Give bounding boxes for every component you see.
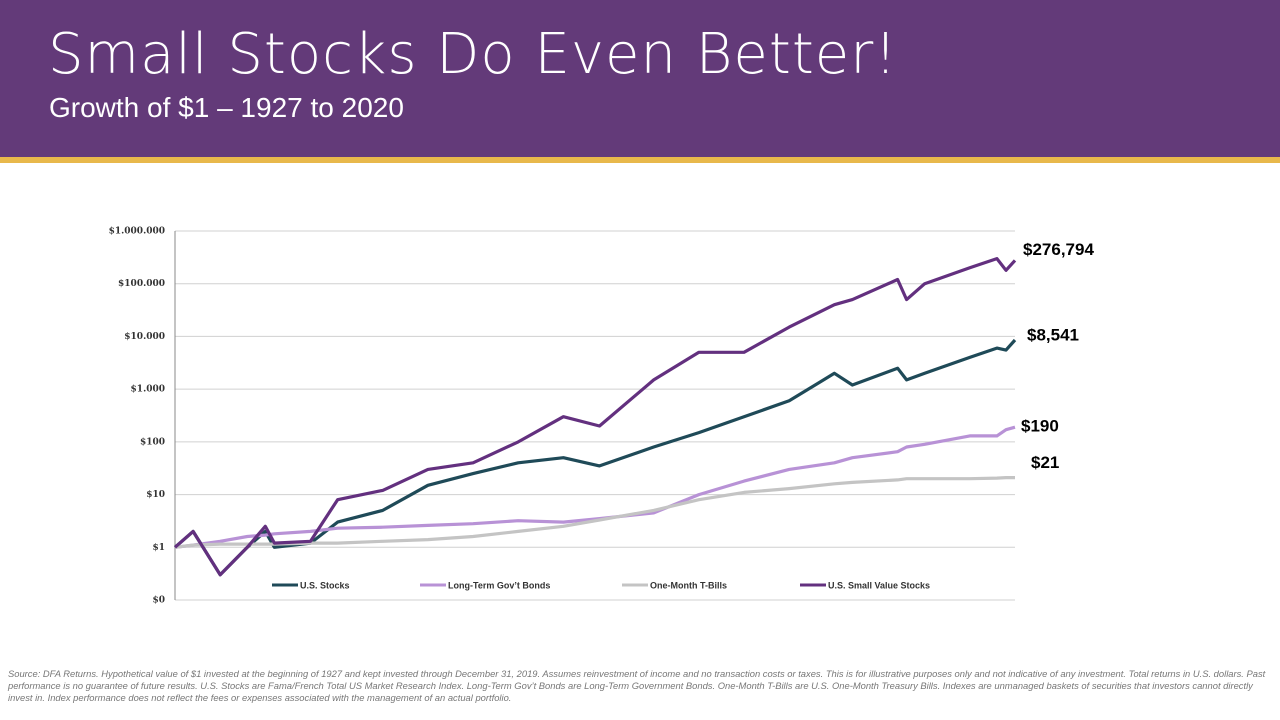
y-tick-label: $100 xyxy=(140,437,165,447)
legend-label: One-Month T-Bills xyxy=(650,580,727,590)
chart: $0 $1 $10 $100 $1.000 $10.000 $100.000 $1.000.0… xyxy=(109,227,1095,606)
end-value-label: $276,794 xyxy=(1023,240,1094,259)
y-tick-label: $100.000 xyxy=(118,279,165,289)
y-tick-label: $0 xyxy=(152,596,165,606)
footnote: Source: DFA Returns. Hypothetical value … xyxy=(8,668,1266,703)
y-tick-label: $1.000 xyxy=(131,385,165,395)
series-line xyxy=(173,338,1017,577)
series-line xyxy=(173,257,1017,577)
header-bar: Small Stocks Do Even Better! Growth of $… xyxy=(0,0,1280,157)
end-value-label: $21 xyxy=(1031,453,1059,472)
legend-label: Long-Term Gov’t Bonds xyxy=(448,580,550,590)
slide-subtitle: Growth of $1 – 1927 to 2020 xyxy=(49,92,404,123)
y-tick-label: $10 xyxy=(146,490,165,500)
y-tick-label: $1 xyxy=(152,543,165,553)
legend-label: U.S. Small Value Stocks xyxy=(828,580,930,590)
y-tick-label: $10.000 xyxy=(124,332,165,342)
end-value-label: $190 xyxy=(1021,417,1059,436)
series-line xyxy=(174,476,1015,549)
slide-title: Small Stocks Do Even Better! xyxy=(48,22,898,87)
accent-stripe xyxy=(0,157,1280,163)
legend-label: U.S. Stocks xyxy=(300,580,350,590)
y-tick-label: $1.000.000 xyxy=(109,227,165,237)
end-value-label: $8,541 xyxy=(1027,326,1079,345)
series-line xyxy=(174,425,1016,549)
